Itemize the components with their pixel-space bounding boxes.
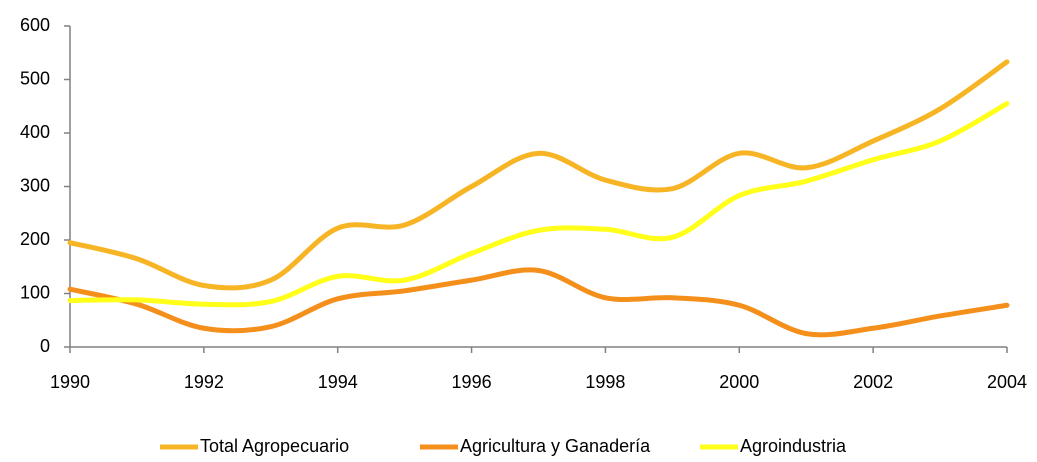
x-tick-label: 2000 bbox=[719, 372, 759, 392]
x-tick-label: 1990 bbox=[50, 372, 90, 392]
legend-label: Agroindustria bbox=[740, 436, 847, 456]
legend-label: Agricultura y Ganadería bbox=[460, 436, 651, 456]
series-line bbox=[67, 59, 1010, 291]
x-tick-label: 2002 bbox=[853, 372, 893, 392]
y-tick-label: 600 bbox=[20, 15, 50, 35]
y-tick-label: 500 bbox=[20, 68, 50, 88]
y-tick-label: 100 bbox=[20, 282, 50, 302]
legend-label: Total Agropecuario bbox=[200, 436, 349, 456]
x-tick-label: 1998 bbox=[585, 372, 625, 392]
x-tick-label: 1994 bbox=[318, 372, 358, 392]
x-tick-label: 2004 bbox=[987, 372, 1027, 392]
x-tick-label: 1996 bbox=[452, 372, 492, 392]
x-tick-label: 1992 bbox=[184, 372, 224, 392]
series-line bbox=[67, 267, 1010, 338]
series-line bbox=[67, 101, 1010, 308]
y-tick-label: 0 bbox=[40, 336, 50, 356]
y-tick-label: 400 bbox=[20, 122, 50, 142]
y-tick-label: 200 bbox=[20, 229, 50, 249]
y-tick-label: 300 bbox=[20, 175, 50, 195]
